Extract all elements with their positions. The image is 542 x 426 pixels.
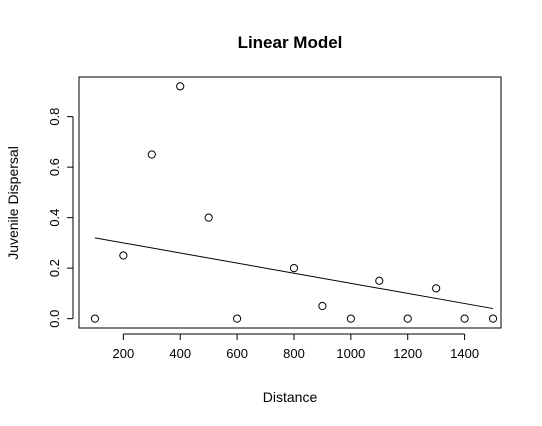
y-axis: 0.0 0.2 0.4 0.6 0.8 [47,108,74,328]
x-tick-label: 600 [226,346,248,361]
y-tick-label: 0.6 [47,158,62,176]
x-tick-label: 1400 [450,346,479,361]
data-point [176,82,185,91]
data-point [403,314,412,323]
data-point [460,314,469,323]
x-tick-label: 1000 [336,346,365,361]
x-axis: 200 400 600 800 1000 1200 1400 [113,333,479,361]
x-axis-label: Distance [263,389,318,405]
data-point [90,314,100,323]
data-point [289,264,299,273]
regression-line [94,237,494,310]
data-point [233,314,242,323]
data-point [204,213,213,222]
y-tick-label: 0.2 [47,259,62,277]
data-points [90,82,498,323]
y-axis-label: Juvenile Dispersal [5,146,21,260]
x-tick-label: 1200 [393,346,422,361]
chart-title: Linear Model [238,33,343,52]
y-tick-label: 0.8 [47,108,62,126]
data-point [432,284,441,293]
x-tick-label: 800 [283,346,305,361]
x-tick-label: 400 [169,346,191,361]
plot-frame [78,76,502,329]
data-point [147,150,156,159]
data-point [488,314,498,323]
fit-line-group [94,237,494,310]
data-point [318,301,327,311]
x-tick-label: 200 [113,346,135,361]
data-point [346,314,355,323]
y-tick-label: 0.0 [47,310,62,328]
data-point [375,276,384,285]
data-point [119,251,128,260]
y-tick-label: 0.4 [47,209,62,227]
